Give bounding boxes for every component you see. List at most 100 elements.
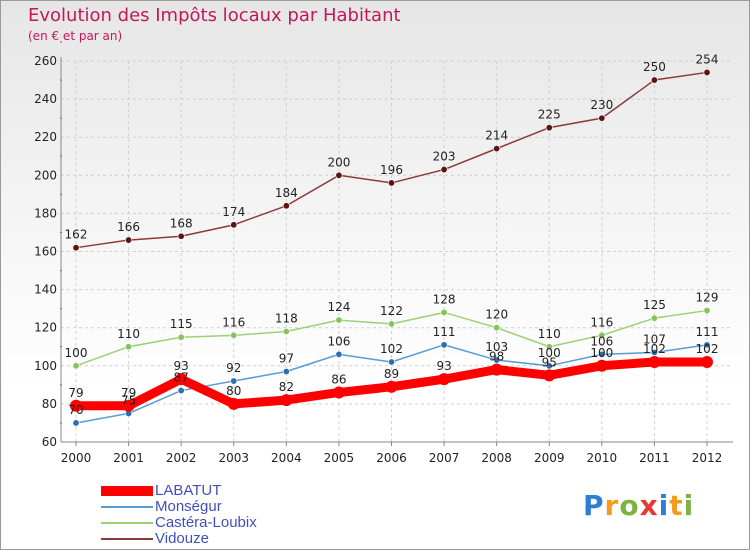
data-label-monsegur-2009: 100 — [538, 346, 561, 360]
data-label-labatut-2012: 102 — [696, 342, 719, 356]
logo-letter: o — [619, 489, 640, 522]
data-label-castera-loubix-2007: 128 — [433, 292, 456, 306]
data-label-labatut-2008: 98 — [489, 350, 504, 364]
data-label-monsegur-2005: 106 — [327, 334, 350, 348]
legend-swatch-labatut — [101, 486, 153, 496]
point-castera-loubix-2006 — [387, 320, 395, 328]
data-label-castera-loubix-2003: 116 — [222, 315, 245, 329]
point-castera-loubix-2009 — [545, 343, 553, 351]
logo-letter: P — [583, 489, 605, 522]
y-tick-label-260: 260 — [34, 54, 57, 68]
data-label-castera-loubix-2001: 110 — [117, 327, 140, 341]
point-vidouze-2006 — [387, 179, 395, 187]
point-labatut-2010 — [595, 359, 608, 372]
point-castera-loubix-2010 — [598, 331, 606, 339]
data-label-vidouze-2009: 225 — [538, 108, 561, 122]
legend-label-castera-loubix: Castéra-Loubix — [155, 514, 257, 531]
point-monsegur-2005 — [335, 350, 343, 358]
data-label-labatut-2007: 93 — [436, 359, 451, 373]
x-tick-label-2011: 2011 — [639, 451, 670, 465]
data-label-monsegur-2001: 75 — [121, 393, 136, 407]
chart-title: Evolution des Impôts locaux par Habitant — [28, 5, 401, 26]
point-vidouze-2003 — [230, 221, 238, 229]
point-castera-loubix-2005 — [335, 316, 343, 324]
point-labatut-2001 — [122, 399, 135, 412]
x-tick-label-2003: 2003 — [218, 451, 249, 465]
point-castera-loubix-2000 — [72, 362, 80, 370]
y-tick-label-100: 100 — [34, 359, 57, 373]
data-label-vidouze-2010: 230 — [590, 98, 613, 112]
data-label-vidouze-2005: 200 — [327, 155, 350, 169]
point-labatut-2005 — [332, 386, 345, 399]
logo-letter: i — [658, 489, 670, 522]
logo-letter: i — [683, 489, 695, 522]
legend-label-labatut: LABATUT — [155, 482, 222, 499]
data-label-monsegur-2002: 87 — [174, 371, 189, 385]
data-label-labatut-2010: 100 — [590, 346, 613, 360]
point-labatut-2002 — [175, 373, 188, 386]
x-tick-label-2010: 2010 — [587, 451, 618, 465]
data-label-castera-loubix-2002: 115 — [170, 317, 193, 331]
data-label-castera-loubix-2012: 129 — [696, 291, 719, 305]
x-tick-label-2004: 2004 — [271, 451, 302, 465]
point-monsegur-2000 — [72, 419, 80, 427]
data-label-labatut-2003: 80 — [226, 384, 241, 398]
legend-swatch-vidouze — [101, 538, 153, 540]
point-labatut-2006 — [385, 380, 398, 393]
point-vidouze-2007 — [440, 166, 448, 174]
point-labatut-2009 — [543, 369, 556, 382]
data-label-monsegur-2010: 106 — [590, 334, 613, 348]
legend-item-vidouze: Vidouze — [101, 531, 361, 547]
data-label-vidouze-2004: 184 — [275, 186, 298, 200]
point-labatut-2003 — [227, 397, 240, 410]
data-label-labatut-2000: 79 — [68, 386, 83, 400]
data-label-vidouze-2000: 162 — [65, 228, 88, 242]
point-castera-loubix-2001 — [125, 343, 133, 351]
y-tick-label-180: 180 — [34, 206, 57, 220]
point-monsegur-2012 — [703, 341, 711, 349]
y-tick-label-220: 220 — [34, 130, 57, 144]
data-label-vidouze-2003: 174 — [222, 205, 245, 219]
data-label-labatut-2009: 95 — [542, 355, 557, 369]
x-tick-label-2000: 2000 — [61, 451, 92, 465]
data-label-vidouze-2011: 250 — [643, 60, 666, 74]
data-label-monsegur-2012: 111 — [696, 325, 719, 339]
data-label-monsegur-2006: 102 — [380, 342, 403, 356]
data-label-castera-loubix-2011: 125 — [643, 298, 666, 312]
x-tick-label-2005: 2005 — [324, 451, 355, 465]
y-tick-label-120: 120 — [34, 321, 57, 335]
point-labatut-2004 — [280, 394, 293, 407]
data-label-vidouze-2007: 203 — [433, 150, 456, 164]
y-tick-label-240: 240 — [34, 92, 57, 106]
point-vidouze-2005 — [335, 171, 343, 179]
legend-swatch-castera-loubix — [101, 522, 153, 524]
logo-letter: t — [669, 489, 684, 522]
data-label-labatut-2004: 82 — [279, 380, 294, 394]
point-monsegur-2010 — [598, 350, 606, 358]
point-castera-loubix-2008 — [493, 324, 501, 332]
data-label-monsegur-2000: 70 — [68, 403, 83, 417]
data-label-vidouze-2001: 166 — [117, 220, 140, 234]
data-label-castera-loubix-2004: 118 — [275, 312, 298, 326]
point-monsegur-2003 — [230, 377, 238, 385]
y-tick-label-60: 60 — [42, 435, 57, 449]
data-label-monsegur-2011: 107 — [643, 332, 666, 346]
data-label-monsegur-2008: 103 — [485, 340, 508, 354]
point-monsegur-2008 — [493, 356, 501, 364]
legend-swatch-monsegur — [101, 506, 153, 508]
point-vidouze-2010 — [598, 114, 606, 122]
x-tick-label-2006: 2006 — [376, 451, 407, 465]
point-vidouze-2011 — [650, 76, 658, 84]
point-vidouze-2004 — [282, 202, 290, 210]
data-label-monsegur-2004: 97 — [279, 352, 294, 366]
legend-item-castera-loubix: Castéra-Loubix — [101, 515, 361, 531]
x-tick-label-2001: 2001 — [113, 451, 144, 465]
data-label-monsegur-2003: 92 — [226, 361, 241, 375]
x-tick-label-2009: 2009 — [534, 451, 565, 465]
data-label-castera-loubix-2000: 100 — [65, 346, 88, 360]
logo-letter: r — [604, 489, 620, 522]
y-tick-label-80: 80 — [42, 397, 57, 411]
point-vidouze-2009 — [545, 124, 553, 132]
data-label-labatut-2002: 93 — [174, 359, 189, 373]
